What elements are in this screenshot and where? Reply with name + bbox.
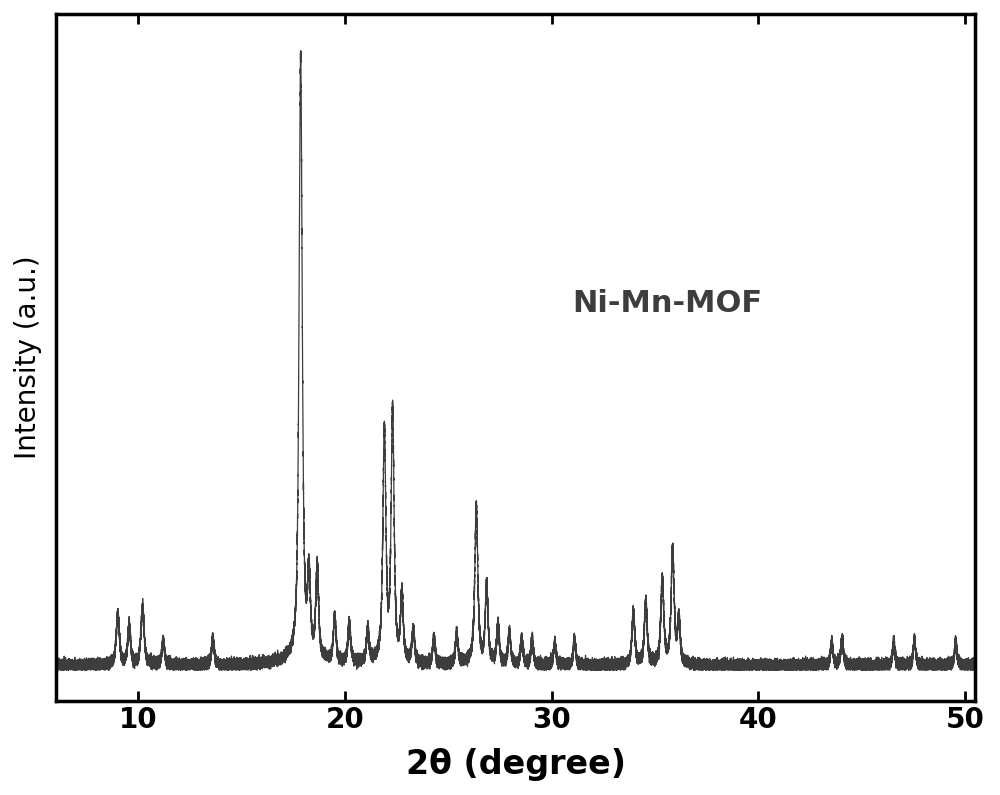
X-axis label: 2θ (degree): 2θ (degree) [406, 748, 626, 781]
Text: Ni-Mn-MOF: Ni-Mn-MOF [572, 289, 763, 318]
Y-axis label: Intensity (a.u.): Intensity (a.u.) [14, 256, 42, 460]
